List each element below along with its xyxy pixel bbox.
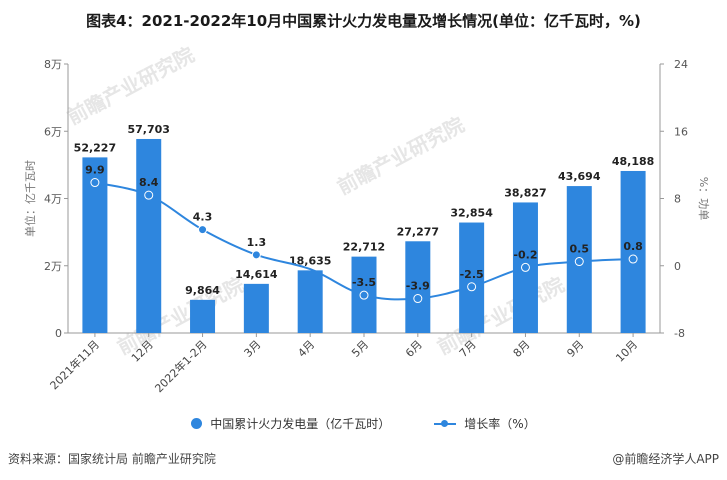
bar-value-label: 48,188 [612,155,654,168]
bar-value-label: 18,635 [289,254,331,267]
source-note: 资料来源：国家统计局 前瞻产业研究院 [8,452,216,466]
x-tick-label: 2021年11月 [47,337,102,392]
chart-title: 图表4：2021-2022年10月中国累计火力发电量及增长情况(单位：亿千瓦时，… [86,12,641,30]
growth-point [520,262,530,272]
legend-line-marker [434,418,457,429]
y-right-tick-label: 8 [674,193,681,206]
x-tick-label: 12月 [129,338,156,365]
brand-note: @前瞻经济学人APP [612,452,719,466]
x-tick-label: 3月 [242,338,264,360]
growth-value-label: -3.9 [406,280,430,293]
bar-value-label: 9,864 [185,284,220,297]
footer: 资料来源：国家统计局 前瞻产业研究院 @前瞻经济学人APP [8,450,719,467]
growth-value-label: 0.8 [623,240,643,253]
growth-point [628,254,638,264]
bar-value-label: 52,227 [74,141,116,154]
growth-value-label: 1.3 [247,236,267,249]
bar [243,283,269,333]
x-tick-label: 6月 [403,338,425,360]
bar [405,241,431,333]
growth-point [90,178,100,188]
growth-point [413,294,423,304]
bar-value-label: 32,854 [450,207,493,220]
x-tick-label: 9月 [564,338,586,360]
y-right-axis-title: %：功单 [697,177,710,220]
legend-bar-label: 中国累计火力发电量（亿千瓦时） [210,416,391,431]
y-right-tick-label: -8 [674,327,685,340]
y-right-tick-label: 24 [674,58,688,71]
y-left-axis-title: 单位：亿千瓦时 [23,160,37,237]
growth-value-label: 0.5 [570,243,590,256]
y-right-tick-label: 16 [674,125,688,138]
growth-value-label: -3.5 [352,276,376,289]
bar [136,138,162,333]
y-right-tick-label: 0 [674,260,681,273]
x-tick-label: 4月 [295,338,317,360]
bar-value-label: 14,614 [235,268,278,281]
growth-point [467,282,477,292]
y-left-tick-label: 6万 [44,125,62,138]
x-tick-label: 5月 [349,338,371,360]
bar [297,270,323,333]
y-left-tick-label: 0 [55,327,62,340]
legend-line-label: 增长率（%） [464,416,536,431]
bar [459,222,485,333]
growth-point [251,250,261,260]
growth-value-label: -2.5 [460,268,484,281]
y-left-tick-label: 8万 [44,58,62,71]
growth-value-label: 4.3 [193,211,213,224]
chart-legend: 中国累计火力发电量（亿千瓦时） 增长率（%） [0,413,727,433]
x-tick-label: 8月 [511,338,533,360]
x-tick-label: 2022年1-2月 [152,337,210,395]
bar-value-label: 27,277 [397,225,439,238]
legend-item-bar: 中国累计火力发电量（亿千瓦时） [191,415,390,432]
growth-value-label: 9.9 [85,164,105,177]
legend-item-line: 增长率（%） [434,415,536,432]
x-tick-label: 7月 [457,338,479,360]
growth-point [198,225,208,235]
growth-point [359,290,369,300]
bar-value-label: 22,712 [343,241,385,254]
bar [190,299,216,333]
growth-value-label: -0.2 [513,248,537,261]
bar-value-label: 43,694 [558,170,601,183]
bar-value-label: 57,703 [128,123,170,136]
legend-bar-marker [191,417,203,429]
bar-value-label: 38,827 [504,186,546,199]
y-left-tick-label: 2万 [44,260,62,273]
bar [620,170,646,333]
growth-point [144,190,154,200]
growth-point [574,257,584,267]
growth-value-label: 8.4 [139,176,159,189]
x-tick-label: 10月 [613,338,640,365]
y-left-tick-label: 4万 [44,193,62,206]
